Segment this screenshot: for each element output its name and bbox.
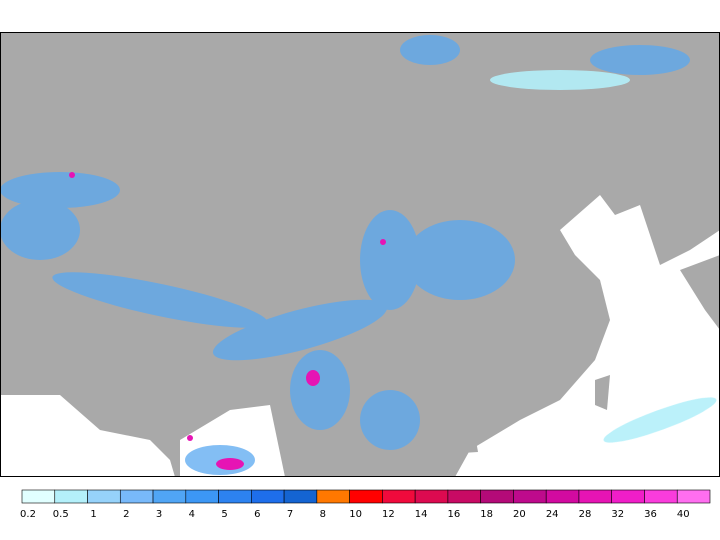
legend-label: 5 <box>221 509 227 520</box>
legend-swatch <box>283 489 318 504</box>
legend-label: 8 <box>320 509 326 520</box>
precip-peak <box>69 172 386 470</box>
legend-swatch <box>611 489 645 504</box>
legend-swatch <box>447 489 481 504</box>
legend-label: 40 <box>677 509 690 520</box>
legend-swatch <box>644 489 678 504</box>
legend-swatch <box>578 489 613 504</box>
land <box>680 255 720 330</box>
legend-label: 36 <box>644 509 657 520</box>
legend-label: 4 <box>189 509 195 520</box>
legend-swatch <box>316 489 350 504</box>
legend-label: 0.5 <box>53 509 69 520</box>
legend-swatch <box>54 489 88 504</box>
land <box>595 375 610 410</box>
legend-label: 24 <box>546 509 559 520</box>
legend-label: 14 <box>415 509 428 520</box>
legend-label: 18 <box>480 509 493 520</box>
legend-swatch <box>676 489 711 504</box>
legend-swatch <box>218 489 252 504</box>
sea <box>0 395 175 477</box>
legend-label: 32 <box>611 509 624 520</box>
legend-label: 1 <box>90 509 96 520</box>
legend-swatch <box>545 489 580 504</box>
legend-label: 2 <box>123 509 129 520</box>
color-legend: 0.2 0.5 1 2 3 4 5 6 7 8 10 12 14 16 18 20 24 28 32 36 40 <box>20 489 711 520</box>
legend-swatch <box>513 489 547 504</box>
legend-label: 7 <box>287 509 293 520</box>
legend-swatch <box>119 489 154 504</box>
legend-swatch <box>480 489 514 504</box>
legend-label: 0.2 <box>20 509 36 520</box>
legend-swatch <box>185 489 219 504</box>
legend-label: 3 <box>156 509 162 520</box>
legend-label: 12 <box>382 509 395 520</box>
sea <box>455 195 720 477</box>
legend-swatch <box>87 489 121 504</box>
legend-label: 20 <box>513 509 526 520</box>
legend-swatch <box>382 489 416 504</box>
legend-label: 6 <box>254 509 260 520</box>
legend-label: 28 <box>579 509 592 520</box>
legend-swatch <box>152 489 187 504</box>
legend-swatch <box>251 489 285 504</box>
precip-area <box>490 70 717 443</box>
land <box>460 435 478 453</box>
legend-label: 10 <box>349 509 362 520</box>
legend-swatch <box>21 489 56 504</box>
legend-label: 16 <box>448 509 461 520</box>
map <box>0 32 720 477</box>
legend-swatch <box>349 489 383 504</box>
legend-swatch <box>414 489 449 504</box>
